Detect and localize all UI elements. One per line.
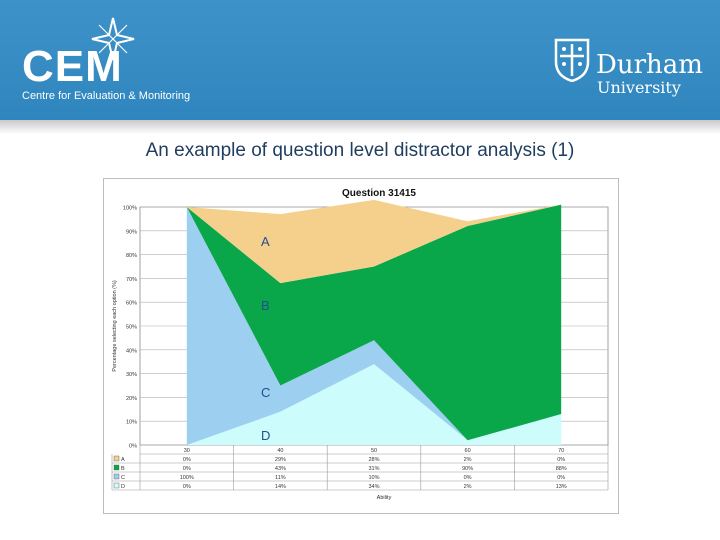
y-tick-label: 40% [126, 348, 137, 354]
x-tick-label: 30 [184, 448, 190, 454]
cem-star-icon [91, 17, 135, 61]
y-tick-label: 20% [126, 396, 137, 402]
x-tick-label: 40 [277, 448, 283, 454]
cem-subtitle: Centre for Evaluation & Monitoring [22, 90, 191, 102]
legend-label-c: C [121, 475, 125, 481]
annotation-d: D [261, 428, 270, 443]
data-label: 2% [464, 457, 472, 463]
data-label: 11% [275, 475, 286, 481]
data-label: 88% [556, 466, 567, 472]
legend-label-a: A [121, 457, 125, 463]
data-label: 2% [464, 484, 472, 490]
y-tick-label: 100% [123, 206, 137, 212]
data-label: 0% [557, 475, 565, 481]
y-axis-label: Percentage selecting each option (%) [112, 280, 118, 372]
legend-key-c [113, 473, 120, 480]
chart-container: Question 31415 0% 10% 20% 30% 40% 50% 60% 70% 80%… [103, 178, 619, 514]
chart-title: Question 31415 [342, 188, 416, 199]
data-label: 28% [368, 457, 379, 463]
data-label: 0% [557, 457, 565, 463]
data-label: 0% [183, 466, 191, 472]
data-label: 43% [275, 466, 286, 472]
area-series-d [186, 364, 562, 445]
area-chart: Question 31415 0% 10% 20% 30% 40% 50% 60% 70% 80%… [103, 178, 619, 514]
data-label: 0% [464, 475, 472, 481]
data-label: 13% [556, 484, 567, 490]
data-label: 34% [368, 484, 379, 490]
area-series-a [186, 199, 562, 284]
header-shadow [0, 120, 720, 134]
y-tick-label: 70% [126, 277, 137, 283]
y-tick-label: 50% [126, 325, 137, 331]
y-tick-label: 90% [126, 229, 137, 235]
y-tick-label: 30% [126, 372, 137, 378]
legend-label-d: D [121, 484, 125, 490]
slide-title: An example of question level distractor … [145, 140, 575, 161]
legend-label-b: B [121, 466, 125, 472]
y-tick-label: 10% [126, 420, 137, 426]
x-tick-label: 70 [558, 448, 564, 454]
university-name: Durham [596, 50, 703, 80]
data-label: 31% [368, 466, 379, 472]
data-label: 10% [368, 475, 379, 481]
annotation-c: C [261, 385, 270, 400]
annotation-a: A [261, 234, 270, 249]
legend-key-a [113, 455, 120, 462]
university-word: University [597, 78, 681, 97]
x-tick-label: 50 [371, 448, 377, 454]
cem-logo-text: CEM [22, 42, 123, 91]
data-label: 0% [183, 457, 191, 463]
data-label: 14% [275, 484, 286, 490]
y-tick-label: 80% [126, 253, 137, 259]
area-series-b [186, 204, 562, 441]
durham-crest-icon [554, 38, 590, 82]
header-banner [0, 0, 720, 120]
annotation-b: B [261, 298, 270, 313]
data-label: 90% [462, 466, 473, 472]
data-label: 100% [180, 475, 194, 481]
y-tick-label: 60% [126, 301, 137, 307]
y-tick-label: 0% [129, 444, 137, 450]
data-label: 29% [275, 457, 286, 463]
area-series-c [186, 207, 562, 445]
x-axis-label: Ability [377, 495, 392, 501]
legend-key-b [113, 464, 120, 471]
legend-key-d [113, 482, 120, 489]
data-label: 0% [183, 484, 191, 490]
x-tick-label: 60 [465, 448, 471, 454]
